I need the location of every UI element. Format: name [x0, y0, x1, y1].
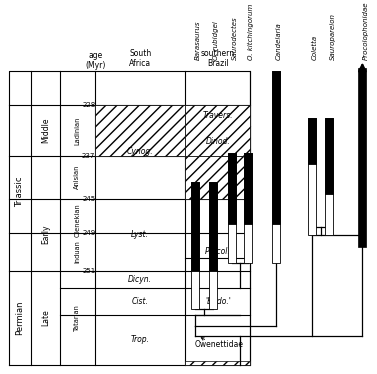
- Text: 228: 228: [82, 102, 95, 108]
- Text: Early: Early: [41, 225, 50, 244]
- Text: Procolophonidae: Procolophonidae: [362, 1, 368, 60]
- Text: Late: Late: [41, 310, 50, 326]
- Text: Trop.: Trop.: [131, 335, 150, 344]
- Text: Saurodectes: Saurodectes: [232, 16, 238, 60]
- Text: Anisian: Anisian: [74, 165, 80, 190]
- Text: Barasaurus: Barasaurus: [195, 20, 201, 60]
- Text: Cist.: Cist.: [132, 297, 149, 306]
- Text: Coletta: Coletta: [311, 34, 317, 60]
- Bar: [185, 361, 250, 365]
- Bar: [209, 181, 217, 309]
- Text: Owenettidae: Owenettidae: [195, 340, 244, 349]
- Bar: [308, 118, 316, 164]
- Bar: [272, 71, 280, 263]
- Bar: [359, 68, 366, 247]
- Text: 245: 245: [82, 196, 95, 202]
- Text: 249: 249: [82, 230, 95, 236]
- Text: Ladinian: Ladinian: [74, 116, 80, 145]
- Bar: [325, 118, 334, 194]
- Bar: [209, 181, 217, 271]
- Text: Procol.: Procol.: [205, 247, 231, 256]
- Bar: [325, 118, 334, 235]
- Text: Tatarian: Tatarian: [74, 304, 80, 331]
- Text: O. rubidgei: O. rubidgei: [213, 21, 219, 60]
- Bar: [272, 71, 280, 224]
- Bar: [228, 153, 236, 224]
- Text: Middle: Middle: [41, 118, 50, 143]
- Text: Lyst.: Lyst.: [131, 230, 149, 239]
- Text: Cynog.: Cynog.: [127, 147, 153, 156]
- Bar: [191, 181, 199, 309]
- Text: Triassic: Triassic: [15, 177, 24, 207]
- Text: South
Africa: South Africa: [129, 49, 151, 68]
- Text: southern
Brazil: southern Brazil: [201, 49, 235, 68]
- Bar: [185, 105, 250, 156]
- Text: O. kitchingorum: O. kitchingorum: [248, 3, 254, 60]
- Text: 237: 237: [82, 153, 95, 159]
- Text: Sauropareion: Sauropareion: [329, 13, 336, 60]
- Bar: [308, 118, 316, 235]
- Text: Permian: Permian: [15, 301, 24, 335]
- Bar: [244, 153, 252, 263]
- Bar: [185, 156, 250, 199]
- Bar: [228, 153, 236, 263]
- Bar: [244, 153, 252, 224]
- Text: Travers.: Travers.: [203, 111, 233, 120]
- Text: Candelaria: Candelaria: [276, 22, 282, 60]
- Text: 'Endo.': 'Endo.': [205, 297, 231, 306]
- Bar: [191, 181, 199, 271]
- Text: Olenekian: Olenekian: [74, 203, 80, 237]
- Text: 251: 251: [82, 268, 95, 274]
- Text: Induan: Induan: [74, 240, 80, 263]
- Bar: [95, 105, 185, 156]
- Text: Dinod.: Dinod.: [205, 137, 230, 146]
- Text: age
(Myr): age (Myr): [85, 51, 106, 70]
- Text: Dicyn.: Dicyn.: [128, 275, 152, 284]
